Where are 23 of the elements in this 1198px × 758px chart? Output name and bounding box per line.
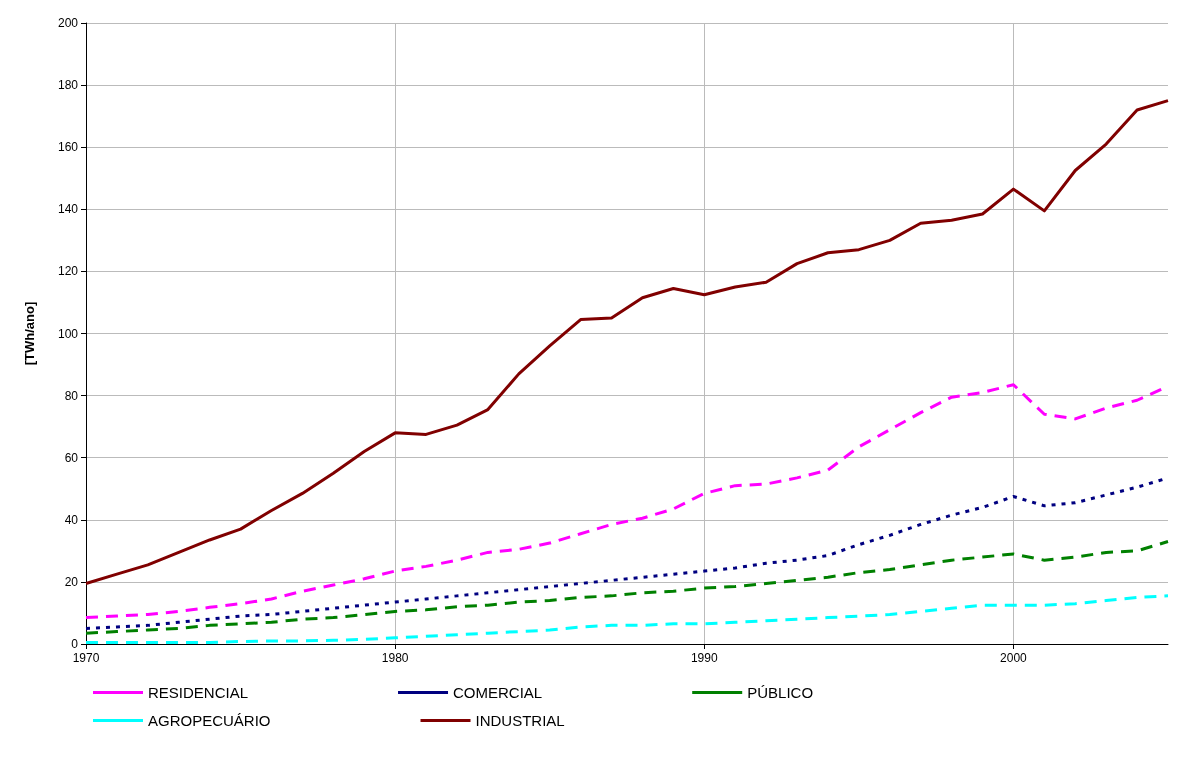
y-tick-label: 200 xyxy=(57,16,79,30)
y-tick-label: 140 xyxy=(57,202,79,217)
y-tick-label: 60 xyxy=(64,450,79,465)
x-tick-label: 1980 xyxy=(381,651,409,665)
y-tick-label: 0 xyxy=(71,637,79,651)
y-tick-label: 40 xyxy=(64,512,79,527)
line-series xyxy=(84,540,1170,635)
y-tick-label: 120 xyxy=(57,264,79,279)
y-tick-label: 80 xyxy=(64,388,79,403)
legend-label: AGROPECUÁRIO xyxy=(148,712,271,729)
legend-label: RESIDENCIAL xyxy=(148,684,249,701)
y-tick-label: 20 xyxy=(64,574,79,589)
legend-label: INDUSTRIAL xyxy=(475,712,565,729)
y-tick-label: 100 xyxy=(57,326,79,341)
legend-label: COMERCIAL xyxy=(453,684,543,701)
x-tick-label: 1970 xyxy=(72,651,100,665)
y-axis-title: [TWh/ano] xyxy=(22,301,37,366)
y-tick-label: 160 xyxy=(57,140,79,155)
y-tick-label: 180 xyxy=(57,78,79,93)
legend-label: PÚBLICO xyxy=(747,684,814,701)
line-series xyxy=(84,99,1170,585)
x-tick-label: 1990 xyxy=(690,651,718,665)
x-tick-label: 2000 xyxy=(1000,651,1028,665)
